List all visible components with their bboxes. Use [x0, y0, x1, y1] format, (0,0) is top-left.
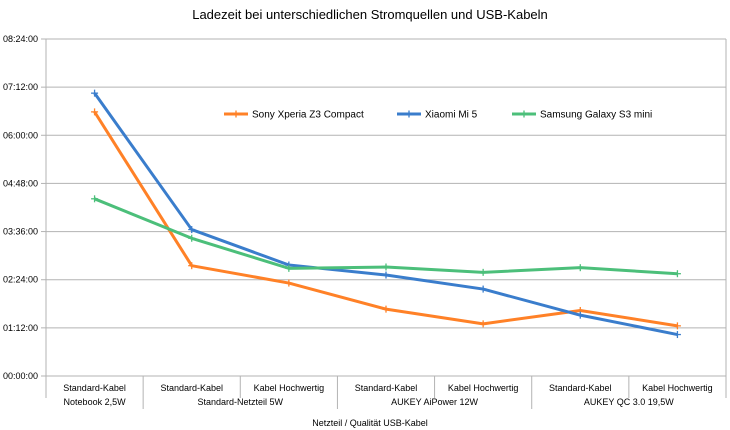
y-tick-label: 00:00:00: [3, 371, 38, 381]
series-line: [93, 92, 678, 337]
x-tick-label: Standard-Kabel: [355, 383, 418, 393]
x-axis-label: Netzteil / Qualität USB-Kabel: [312, 418, 428, 428]
y-tick-label: 04:48:00: [3, 178, 38, 188]
data-point: [285, 279, 293, 287]
group-label: Notebook 2,5W: [64, 397, 127, 407]
y-tick-label: 03:36:00: [3, 227, 38, 237]
grid-lines: [45, 38, 727, 377]
data-point: [91, 108, 99, 116]
legend-label: Samsung Galaxy S3 mini: [540, 110, 652, 121]
x-tick-label: Kabel Hochwertig: [254, 383, 325, 393]
data-point: [188, 234, 196, 242]
x-tick-label: Kabel Hochwertig: [448, 383, 519, 393]
x-tick-label: Standard-Kabel: [160, 383, 223, 393]
series-group: [91, 89, 681, 339]
data-point: [479, 320, 487, 328]
y-tick-label: 02:24:00: [3, 275, 38, 285]
data-point: [576, 311, 584, 319]
group-label: AUKEY AiPower 12W: [391, 397, 478, 407]
x-tick-label: Kabel Hochwertig: [642, 383, 713, 393]
data-point: [285, 264, 293, 272]
data-point: [382, 305, 390, 313]
data-point: [673, 270, 681, 278]
x-axis: Standard-Kabel Standard-Kabel Kabel Hochwe…: [45, 375, 727, 409]
legend-label: Xiaomi Mi 5: [425, 110, 478, 121]
data-point: [576, 264, 584, 272]
x-tick-label: Standard-Kabel: [549, 383, 612, 393]
data-point: [91, 89, 99, 97]
group-label: AUKEY QC 3.0 19,5W: [584, 397, 674, 407]
data-point: [91, 195, 99, 203]
y-tick-label: 07:12:00: [3, 82, 38, 92]
data-point: [382, 263, 390, 271]
data-point: [479, 285, 487, 293]
y-tick-label: 08:24:00: [3, 34, 38, 44]
group-label: Standard-Netzteil 5W: [198, 397, 284, 407]
y-axis: 00:00:00 01:12:00 02:24:00 03:36:00 04:48:00…: [3, 34, 46, 381]
data-point: [188, 262, 196, 270]
data-point: [188, 226, 196, 234]
data-point: [479, 268, 487, 276]
legend: Sony Xperia Z3 Compact Xiaomi Mi 5 Samsung…: [224, 110, 652, 121]
y-tick-label: 06:00:00: [3, 130, 38, 140]
series-line: [93, 111, 678, 328]
x-tick-label: Standard-Kabel: [63, 383, 126, 393]
chart-title: Ladezeit bei unterschiedlichen Stromquel…: [192, 7, 548, 22]
series-line: [94, 197, 678, 276]
data-point: [673, 322, 681, 330]
data-point: [673, 331, 681, 339]
y-tick-label: 01:12:00: [3, 323, 38, 333]
legend-label: Sony Xperia Z3 Compact: [252, 110, 364, 121]
data-point: [382, 271, 390, 279]
